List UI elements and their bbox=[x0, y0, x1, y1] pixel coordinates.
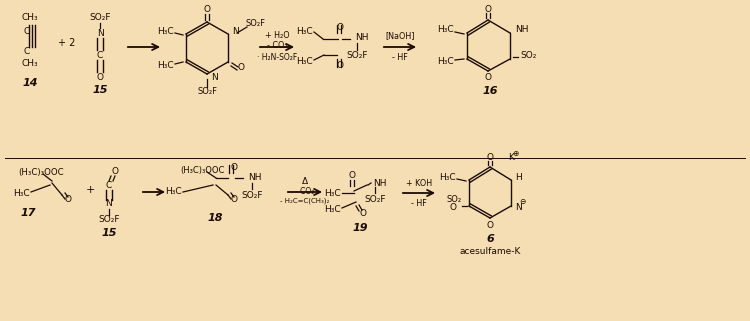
Text: O: O bbox=[112, 168, 118, 177]
Text: O: O bbox=[238, 64, 244, 73]
Text: O: O bbox=[97, 73, 104, 82]
Text: SO₂F: SO₂F bbox=[242, 190, 262, 199]
Text: 18: 18 bbox=[207, 213, 223, 223]
Text: SO₂F: SO₂F bbox=[89, 13, 111, 22]
Text: · H₂N-SO₂F: · H₂N-SO₂F bbox=[256, 53, 297, 62]
Text: N: N bbox=[515, 203, 522, 212]
Text: O: O bbox=[337, 60, 344, 70]
Text: O: O bbox=[449, 204, 456, 213]
Text: C: C bbox=[24, 47, 30, 56]
Text: O: O bbox=[484, 4, 491, 13]
Text: +: + bbox=[86, 185, 94, 195]
Text: C: C bbox=[106, 180, 112, 189]
Text: O: O bbox=[230, 195, 238, 204]
Text: 15: 15 bbox=[101, 228, 117, 238]
Text: 17: 17 bbox=[20, 208, 36, 218]
Text: N: N bbox=[97, 29, 104, 38]
Text: (H₃C)₃OOC: (H₃C)₃OOC bbox=[180, 167, 224, 176]
Text: C: C bbox=[97, 50, 103, 59]
Text: O: O bbox=[487, 221, 494, 230]
Text: N: N bbox=[106, 199, 112, 209]
Text: + KOH: + KOH bbox=[406, 178, 432, 187]
Text: H₃C: H₃C bbox=[158, 27, 174, 36]
Text: K: K bbox=[508, 153, 514, 162]
Text: 6: 6 bbox=[486, 234, 494, 244]
Text: O: O bbox=[337, 23, 344, 32]
Text: H₃C: H₃C bbox=[165, 187, 182, 196]
Text: acesulfame-K: acesulfame-K bbox=[459, 247, 520, 256]
Text: (H₃C)₃OOC: (H₃C)₃OOC bbox=[18, 168, 64, 177]
Text: O: O bbox=[230, 163, 238, 172]
Text: NH: NH bbox=[355, 33, 368, 42]
Text: Δ: Δ bbox=[302, 177, 308, 186]
Text: 14: 14 bbox=[22, 78, 38, 88]
Text: H₃C: H₃C bbox=[158, 62, 174, 71]
Text: O: O bbox=[349, 170, 355, 179]
Text: - HF: - HF bbox=[411, 198, 427, 207]
Text: - CO₂: - CO₂ bbox=[267, 41, 287, 50]
Text: O: O bbox=[64, 195, 71, 204]
Text: N: N bbox=[211, 73, 218, 82]
Text: H₃C: H₃C bbox=[437, 25, 454, 34]
Text: SO₂F: SO₂F bbox=[245, 19, 265, 28]
Text: CH₃: CH₃ bbox=[22, 59, 38, 68]
Text: ⊕: ⊕ bbox=[512, 150, 518, 159]
Text: - H₂C=C(CH₃)₂: - H₂C=C(CH₃)₂ bbox=[280, 198, 330, 204]
Text: - HF: - HF bbox=[392, 53, 408, 62]
Text: H: H bbox=[515, 173, 522, 183]
Text: NH: NH bbox=[515, 25, 529, 34]
Text: O: O bbox=[487, 152, 494, 161]
Text: N: N bbox=[232, 27, 238, 36]
Text: O: O bbox=[484, 74, 491, 82]
Text: SO₂: SO₂ bbox=[520, 51, 536, 60]
Text: H₃C: H₃C bbox=[296, 57, 313, 66]
Text: ⊖: ⊖ bbox=[519, 196, 525, 205]
Text: H₃C: H₃C bbox=[440, 172, 456, 181]
Text: O: O bbox=[359, 209, 367, 218]
Text: H₃C: H₃C bbox=[324, 204, 341, 213]
Text: 19: 19 bbox=[352, 223, 368, 233]
Text: H₃C: H₃C bbox=[296, 27, 313, 36]
Text: SO₂: SO₂ bbox=[446, 195, 461, 204]
Text: C: C bbox=[24, 27, 30, 36]
Text: CH₃: CH₃ bbox=[22, 13, 38, 22]
Text: H₃C: H₃C bbox=[324, 188, 341, 197]
Text: H₃C: H₃C bbox=[437, 57, 454, 66]
Text: - CO₂: - CO₂ bbox=[296, 187, 315, 195]
Text: O: O bbox=[203, 5, 211, 14]
Text: NH: NH bbox=[248, 173, 262, 183]
Text: SO₂F: SO₂F bbox=[197, 86, 217, 96]
Text: [NaOH]: [NaOH] bbox=[386, 31, 415, 40]
Text: SO₂F: SO₂F bbox=[346, 51, 368, 60]
Text: NH: NH bbox=[373, 178, 386, 187]
Text: H₃C: H₃C bbox=[13, 188, 30, 197]
Text: 16: 16 bbox=[482, 86, 498, 96]
Text: 15: 15 bbox=[92, 85, 108, 95]
Text: SO₂F: SO₂F bbox=[364, 195, 386, 204]
Text: + 2: + 2 bbox=[58, 38, 76, 48]
Text: + H₂O: + H₂O bbox=[265, 31, 290, 40]
Text: SO₂F: SO₂F bbox=[98, 215, 120, 224]
